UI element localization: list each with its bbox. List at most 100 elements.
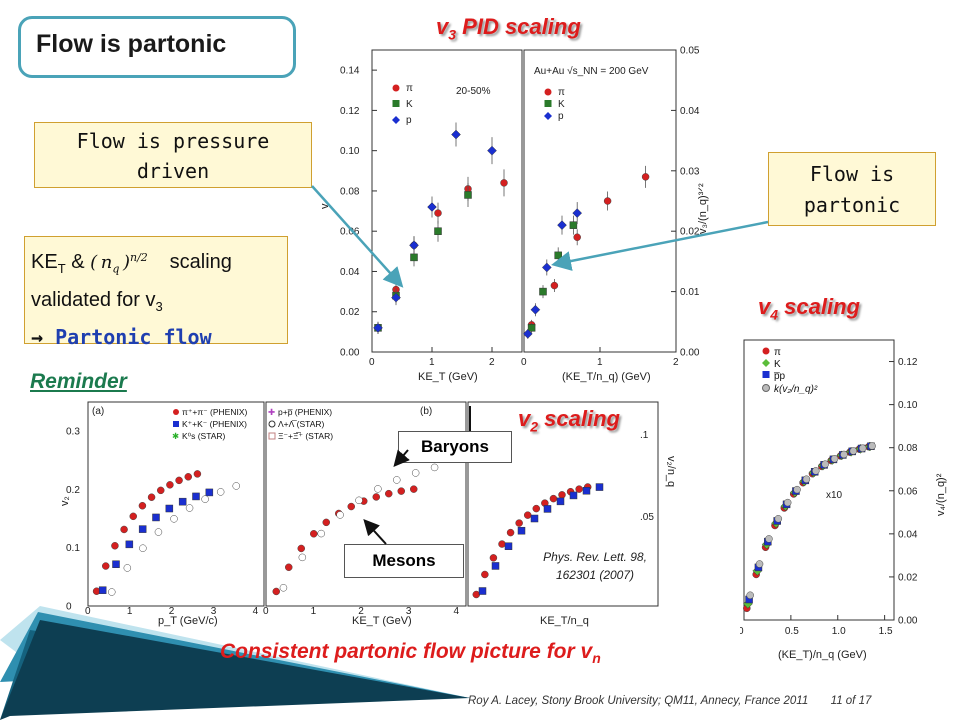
- v2-c-pion-point: [515, 519, 523, 527]
- v3-right-point: [550, 281, 559, 290]
- v3-right-ytick-label: 0.00: [680, 348, 700, 359]
- v4-point: [849, 447, 858, 455]
- v3-left-ytick-label: 0.00: [340, 348, 360, 359]
- scaling-line-3: → Partonic flow: [31, 322, 281, 352]
- footer-text: Roy A. Lacey, Stony Brook University; QM…: [468, 695, 809, 707]
- v2-a-kaon-point: [125, 540, 134, 549]
- v3-right-point: [539, 287, 547, 296]
- v3-right-xtick-label: 0: [521, 357, 527, 368]
- v3-left-point: [487, 145, 497, 156]
- v2-right-ytick-label: .05: [640, 512, 654, 523]
- v2-c-kaon-point: [517, 526, 526, 535]
- v2-a-pion-point: [138, 501, 147, 510]
- v2-b-lambda-point: [355, 496, 363, 505]
- v2-xtick-label: 2: [169, 606, 175, 617]
- reference-line-2: 162301 (2007): [555, 568, 635, 582]
- v3-right-point: [557, 220, 567, 231]
- v3-right-point: [569, 221, 578, 229]
- v2-b-pion-point: [397, 487, 405, 495]
- svg-text:p̅p: p̅p: [774, 371, 786, 382]
- v2-a-lambda-point: [216, 488, 225, 496]
- v2-xtick-label: 4: [253, 606, 259, 617]
- v3-right-point: [541, 262, 552, 273]
- v4-ytick-label: 0.00: [898, 616, 918, 627]
- v3-annotation-centrality: 20-50%: [456, 86, 491, 97]
- v2-a-lambda-point: [170, 515, 178, 523]
- v2-a-kaon-point: [98, 586, 107, 594]
- v2-panel-b-label: (b): [420, 406, 432, 417]
- v4-ytick-label: 0.04: [898, 529, 918, 540]
- v3-right-point: [572, 208, 583, 218]
- v2-chart: 0 0.1 0.2 0.3 0 0 1 1 2 2 3 3 4 4 .1 .05 (a) (b) v₂ v₂/…: [62, 401, 677, 627]
- v2-panel-b-frame: [265, 401, 467, 607]
- v2-xlabel-c: KE_T/n_q: [540, 615, 589, 627]
- v2-c-kaon-point: [491, 562, 500, 570]
- v4-point: [783, 498, 792, 507]
- v2-a-kaon-point: [192, 492, 200, 501]
- v2-a-lambda-point: [185, 504, 194, 512]
- conclusion-sub: n: [592, 650, 601, 667]
- baryons-arrow: [393, 449, 410, 468]
- v3-xlabel-right: (KE_T/n_q) (GeV): [562, 371, 651, 383]
- v2-c-kaon-point: [556, 497, 565, 506]
- callout-scaling-validated: KET & ( nq )n/2 scaling validated for v3…: [24, 236, 288, 349]
- v2-b-pion-point: [297, 544, 305, 553]
- v2-ytick-label: 0: [66, 602, 72, 613]
- v2-xlabel-b: KE_T (GeV): [352, 615, 412, 627]
- v3-right-ytick-label: 0.03: [680, 166, 700, 177]
- svg-text:K⁺+K⁻ (PHENIX): K⁺+K⁻ (PHENIX): [182, 419, 247, 429]
- v3-left-point: [427, 202, 437, 212]
- v2-c-pion-point: [532, 504, 541, 513]
- v2-c-kaon-point: [543, 505, 552, 513]
- callout-pressure-driven: Flow is pressure driven: [34, 122, 312, 188]
- v3-left-ytick-label: 0.12: [340, 106, 360, 117]
- v4-point: [812, 467, 820, 475]
- svg-text:K⁰s (STAR): K⁰s (STAR): [182, 431, 226, 441]
- v3-panel-left-frame: [371, 49, 523, 353]
- conclusion-main: Consistent partonic flow picture for v: [220, 640, 593, 663]
- v2-b-xtick-label: 2: [358, 606, 364, 617]
- page-number: 11 of 17: [830, 695, 872, 707]
- svg-text:✚: ✚: [268, 407, 276, 417]
- v4-ytick-label: 0.08: [898, 443, 918, 454]
- v3-right-point: [527, 324, 536, 332]
- v3-left-xtick-label: 2: [489, 357, 495, 368]
- v2-b-pion-point: [310, 530, 318, 538]
- v3-right-point: [573, 233, 581, 241]
- v3-chart: 0.00 0.02 0.04 0.06 0.08 0.10 0.12 0.14 0 1 2 0.00…: [319, 46, 709, 384]
- svg-text:p: p: [406, 115, 412, 126]
- v2-xlabel-a: p_T (GeV/c): [158, 615, 218, 627]
- nq-power-formula: ( nq )n/2: [90, 251, 148, 276]
- v2-a-pion-point: [120, 525, 128, 534]
- v2-c-kaon-point: [582, 486, 591, 495]
- mesons-label: Mesons: [344, 544, 464, 578]
- v2-a-pion-point: [157, 486, 165, 495]
- v2-a-pion-point: [193, 470, 202, 478]
- v2-right-ylabel: v₂/n_q: [665, 456, 677, 487]
- svg-text:K: K: [774, 359, 781, 370]
- v2-c-kaon-point: [530, 514, 539, 523]
- svg-text:K: K: [558, 99, 565, 110]
- v2-b-lambda-point: [336, 511, 344, 519]
- v4-point: [858, 444, 867, 452]
- v2-b-lambda-point: [298, 553, 307, 562]
- v4-heading-sub: 4: [770, 306, 779, 323]
- v3-heading-rest: PID scaling: [456, 14, 581, 39]
- v4-xlabel: (KE_T)/n_q (GeV): [778, 649, 867, 661]
- scaling-line-1: KET & ( nq )n/2 scaling: [31, 243, 281, 285]
- v2-xtick-label: 3: [211, 606, 217, 617]
- v3-left-ytick-label: 0.10: [340, 146, 360, 157]
- svg-text:Λ+Λ̅ (STAR): Λ+Λ̅ (STAR): [278, 419, 325, 429]
- v3-right-xtick-label: 2: [673, 357, 679, 368]
- v3-heading-sub: 3: [448, 26, 457, 43]
- v2-b-pion-point: [322, 518, 330, 527]
- v2-a-lambda-point: [232, 482, 240, 490]
- pressure-arrow: [311, 185, 404, 288]
- v4-point: [821, 460, 829, 468]
- v2-b-pion-point: [372, 493, 380, 501]
- v2-c-kaon-point: [504, 542, 513, 550]
- v3-left-point: [500, 179, 508, 187]
- v2-c-pion-point: [489, 554, 498, 562]
- v4-point: [840, 450, 848, 459]
